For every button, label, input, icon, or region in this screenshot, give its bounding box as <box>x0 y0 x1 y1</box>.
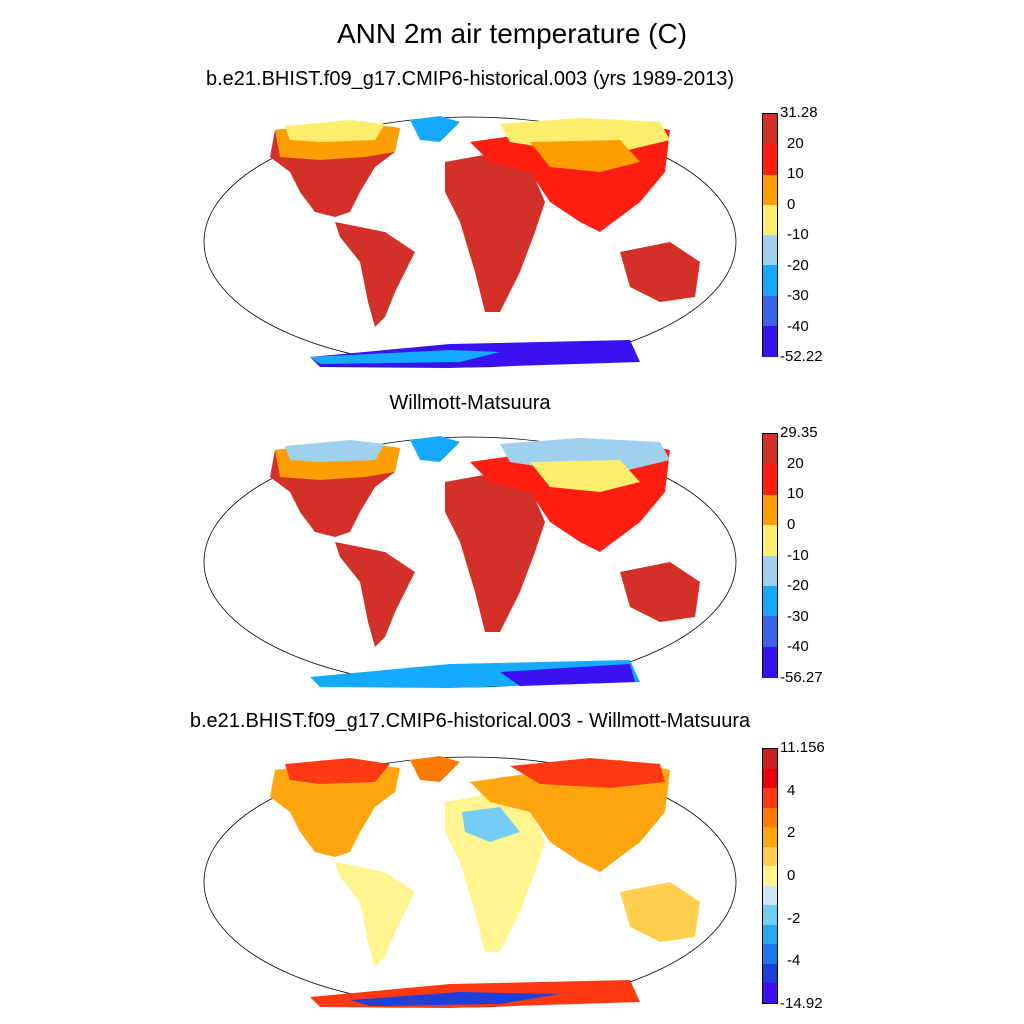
map-diff <box>203 756 737 1008</box>
colorbar-swatch <box>763 494 777 526</box>
landmass-south-america <box>335 222 415 327</box>
colorbar-swatch <box>763 983 777 1004</box>
landmass-australia <box>620 562 700 622</box>
colorbar-label: 29.35 <box>780 424 818 441</box>
colorbar-swatch <box>763 905 777 926</box>
colorbar-swatch <box>763 174 777 206</box>
colorbar-label: 4 <box>787 781 796 799</box>
colorbar-swatch <box>763 295 777 327</box>
colorbar-label: -4 <box>787 952 801 970</box>
colorbar-swatch <box>763 144 777 175</box>
colorbar-model <box>762 113 778 357</box>
colorbar-label: -10 <box>787 226 809 243</box>
landmass-australia <box>620 242 700 302</box>
colorbar-label: 10 <box>787 165 804 182</box>
colorbar-label: -30 <box>787 287 809 304</box>
landmass-north-america <box>270 762 400 857</box>
colorbar-swatch <box>763 114 777 145</box>
colorbar-swatch <box>763 434 777 465</box>
colorbar-swatch <box>763 525 777 556</box>
colorbar-swatch <box>763 265 777 296</box>
figure-title: ANN 2m air temperature (C) <box>336 18 688 49</box>
map-obs <box>203 436 737 688</box>
map-model <box>203 116 737 368</box>
colorbar-swatch <box>763 646 777 678</box>
landmass-south-america <box>335 542 415 647</box>
panel-title-model: b.e21.BHIST.f09_g17.CMIP6-historical.003… <box>205 68 735 90</box>
colorbar-label: -40 <box>787 638 809 656</box>
landmass-africa <box>445 472 545 632</box>
colorbar-swatch <box>763 807 777 828</box>
colorbar-label: 20 <box>787 454 804 472</box>
colorbar-label: 2 <box>787 824 796 842</box>
colorbar-swatch <box>763 235 777 266</box>
colorbar-swatch <box>763 464 777 496</box>
colorbar-swatch <box>763 963 777 984</box>
landmass-africa <box>445 152 545 312</box>
colorbar-label: 0 <box>787 867 796 884</box>
colorbar-swatch <box>763 944 777 965</box>
colorbar-swatch <box>763 788 777 809</box>
colorbar-label: 11.156 <box>780 739 825 756</box>
panel-title-obs: Willmott-Matsuura <box>389 392 551 414</box>
colorbar-diff <box>762 748 778 1004</box>
landmass-south-america <box>335 862 415 967</box>
colorbar-label: 31.28 <box>780 104 818 121</box>
colorbar-label: -56.27 <box>780 669 823 686</box>
landmass-greenland <box>410 436 460 462</box>
colorbar-label: -52.22 <box>780 348 823 365</box>
colorbar-obs <box>762 433 778 678</box>
colorbar-label: -30 <box>787 607 809 625</box>
colorbar-swatch <box>763 885 777 906</box>
landmass-greenland <box>410 116 460 142</box>
colorbar-label: -14.92 <box>780 995 823 1012</box>
colorbar-label: 10 <box>787 485 804 503</box>
colorbar-label: -2 <box>787 909 801 927</box>
colorbar-swatch <box>763 924 777 945</box>
colorbar-label: 20 <box>787 134 804 152</box>
landmass-eurasia <box>470 760 670 872</box>
panel-title-diff: b.e21.BHIST.f09_g17.CMIP6-historical.003… <box>189 710 751 732</box>
colorbar-label: 0 <box>787 195 796 213</box>
colorbar-swatch <box>763 846 777 867</box>
colorbar-swatch <box>763 325 777 357</box>
colorbar-label: -10 <box>787 546 809 564</box>
colorbar-label: -40 <box>787 317 809 335</box>
colorbar-swatch <box>763 749 777 770</box>
colorbar-swatch <box>763 827 777 848</box>
colorbar-label: -20 <box>787 577 809 595</box>
colorbar-swatch <box>763 616 777 648</box>
colorbar-label: 0 <box>787 515 796 533</box>
colorbar-swatch <box>763 585 777 617</box>
colorbar-swatch <box>763 768 777 789</box>
colorbar-label: -20 <box>787 256 809 274</box>
colorbar-swatch <box>763 204 777 236</box>
colorbar-swatch <box>763 866 777 887</box>
colorbar-swatch <box>763 555 777 587</box>
landmass-greenland <box>410 756 460 782</box>
landmass-australia <box>620 882 700 942</box>
